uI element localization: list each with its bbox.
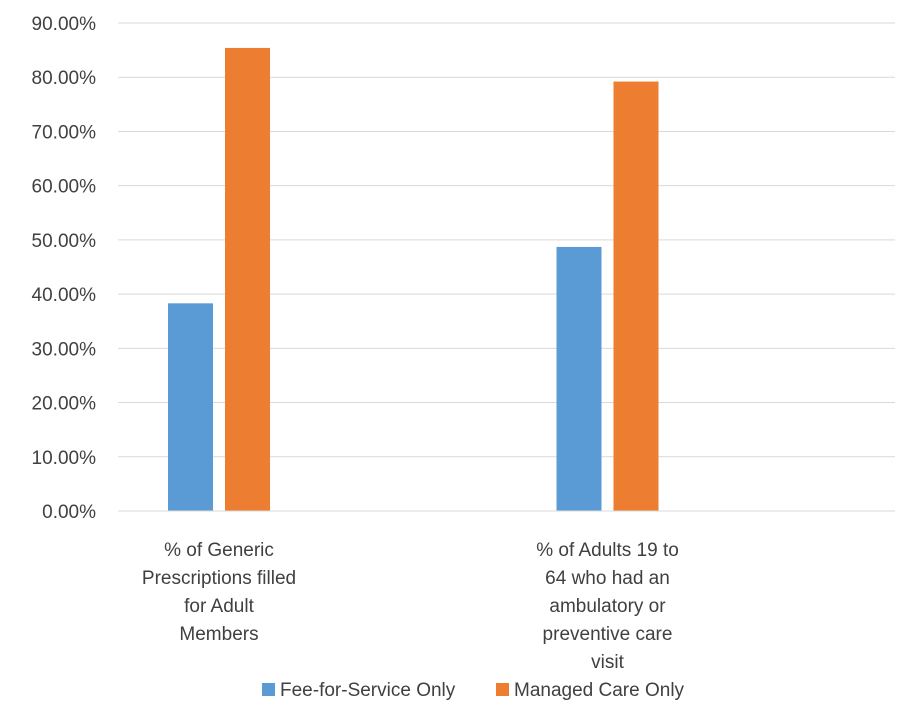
category-label-line: 64 who had an <box>545 568 670 589</box>
category-label-line: visit <box>591 652 624 673</box>
legend-label: Managed Care Only <box>514 680 685 701</box>
category-labels: % of Generic Prescriptions filled for Adul… <box>142 540 679 673</box>
y-tick-label: 90.00% <box>32 14 97 35</box>
y-tick-label: 0.00% <box>42 502 96 523</box>
y-tick-label: 20.00% <box>32 394 97 415</box>
legend-swatch <box>496 683 509 696</box>
legend: Fee-for-Service Only Managed Care Only <box>262 680 685 701</box>
y-tick-label: 40.00% <box>32 285 97 306</box>
bar-managed-care-only <box>225 47 270 511</box>
y-tick-label: 10.00% <box>32 448 97 469</box>
category-label: % of Generic Prescriptions filled for Adul… <box>142 540 296 645</box>
bar-fee-for-service-only <box>556 246 602 511</box>
y-axis-tick-labels: 0.00% 10.00% 20.00% 30.00% 40.00% 50.00% 60.00… <box>32 14 97 523</box>
category-label-line: % of Adults 19 to <box>536 540 679 561</box>
bars <box>168 47 659 511</box>
y-tick-label: 80.00% <box>32 68 97 89</box>
bar-managed-care-only <box>613 81 659 511</box>
category-label-line: ambulatory or <box>549 596 666 617</box>
y-tick-label: 60.00% <box>32 177 97 198</box>
y-tick-label: 50.00% <box>32 231 97 252</box>
category-label-line: Members <box>179 624 258 645</box>
category-label-line: Prescriptions filled <box>142 568 296 589</box>
category-label-line: for Adult <box>184 596 254 617</box>
legend-label: Fee-for-Service Only <box>280 680 456 701</box>
category-label-line: % of Generic <box>164 540 274 561</box>
y-tick-label: 70.00% <box>32 122 97 143</box>
bar-fee-for-service-only <box>168 303 213 511</box>
legend-swatch <box>262 683 275 696</box>
category-label-line: preventive care <box>543 624 673 645</box>
y-tick-label: 30.00% <box>32 339 97 360</box>
category-label: % of Adults 19 to 64 who had an ambulatory… <box>536 540 679 673</box>
